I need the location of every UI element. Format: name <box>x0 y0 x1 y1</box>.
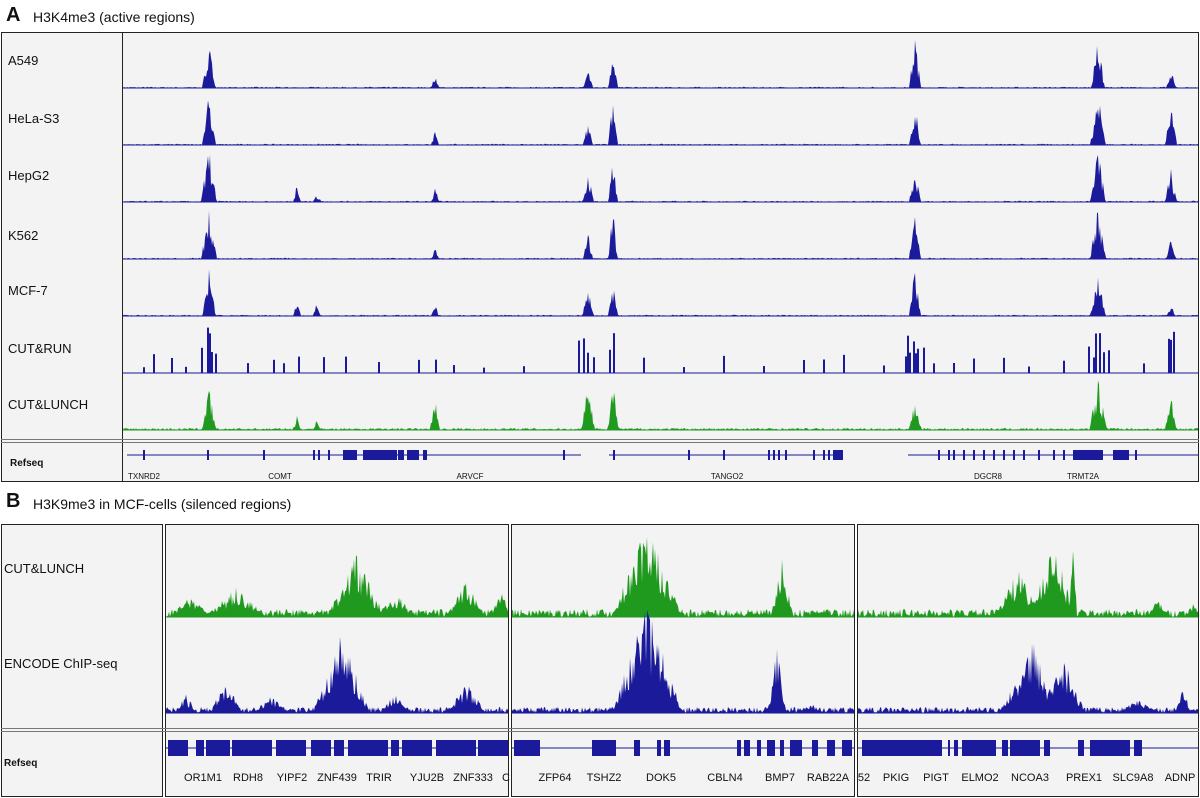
gene-label-pkig: PKIG <box>882 772 910 784</box>
panel-b-region-1-tracks <box>166 555 508 756</box>
track-label-b-cut-lunch: CUT&LUNCH <box>4 561 85 576</box>
gene-label-tshz2: TSHZ2 <box>586 772 622 784</box>
gene-label-znf439: ZNF439 <box>317 772 357 784</box>
gene-label-ncoa3: NCOA3 <box>1011 772 1049 784</box>
refseq-label-a: Refseq <box>10 458 44 469</box>
track-label-k562: K562 <box>8 228 39 243</box>
gene-label-or1m1: OR1M1 <box>184 772 222 784</box>
gene-label-arvcf: ARVCF <box>456 472 484 481</box>
track-label-a549: A549 <box>8 53 39 68</box>
track-label-cut-lunch: CUT&LUNCH <box>8 397 89 412</box>
gene-label-comt: COMT <box>268 472 292 481</box>
refseq-label-b: Refseq <box>4 758 38 769</box>
gene-label-rab22a: RAB22A <box>806 772 850 784</box>
panel-a-divider <box>122 32 123 482</box>
track-label-hepg2: HepG2 <box>8 168 50 183</box>
gene-label-52-partial: 52 <box>857 772 871 784</box>
gene-label-elmo2: ELMO2 <box>961 772 999 784</box>
gene-label-pigt: PIGT <box>923 772 949 784</box>
track-label-cut-run: CUT&RUN <box>8 341 72 356</box>
panel-a-letter: A <box>6 4 21 26</box>
track-label-hela-s3: HeLa-S3 <box>8 111 60 126</box>
gene-label-dok5: DOK5 <box>646 772 676 784</box>
panel-a-frame <box>1 32 1199 482</box>
panel-a-title: H3K4me3 (active regions) <box>33 9 195 25</box>
gene-label-zfp64: ZFP64 <box>538 772 572 784</box>
panel-b-letter: B <box>6 490 21 512</box>
panel-b-region-2-tracks <box>512 536 854 756</box>
panel-a-tracks <box>123 40 1198 460</box>
gene-label-prex1: PREX1 <box>1065 772 1103 784</box>
gene-label-trmt2a: TRMT2A <box>1067 472 1099 481</box>
gene-label-bmp7: BMP7 <box>765 772 795 784</box>
panel-b-region-3-tracks <box>858 550 1198 756</box>
gene-label-dgcr8: DGCR8 <box>973 472 1003 481</box>
gene-label-trir: TRIR <box>366 772 392 784</box>
panel-b-title: H3K9me3 in MCF-cells (silenced regions) <box>33 496 292 512</box>
gene-label-adnp: ADNP <box>1164 772 1196 784</box>
gene-label-znf333: ZNF333 <box>453 772 493 784</box>
track-label-mcf-7: MCF-7 <box>8 283 48 298</box>
gene-label-yipf2: YIPF2 <box>276 772 308 784</box>
gene-label-txnrd2: TXNRD2 <box>127 472 161 481</box>
gene-label-yju2b: YJU2B <box>409 772 445 784</box>
gene-label-cbln4: CBLN4 <box>707 772 743 784</box>
panel-b-refseq-separator <box>1 728 1199 732</box>
gene-label-slc9a8: SLC9A8 <box>1112 772 1154 784</box>
gene-label-c-partial: C <box>502 772 510 784</box>
gene-label-tango2: TANGO2 <box>710 472 744 481</box>
gene-label-rdh8: RDH8 <box>233 772 263 784</box>
track-label-b-encode-chip-seq: ENCODE ChIP-seq <box>4 656 118 671</box>
panel-b-label-frame <box>1 524 163 797</box>
panel-a-refseq-separator <box>1 439 1199 443</box>
